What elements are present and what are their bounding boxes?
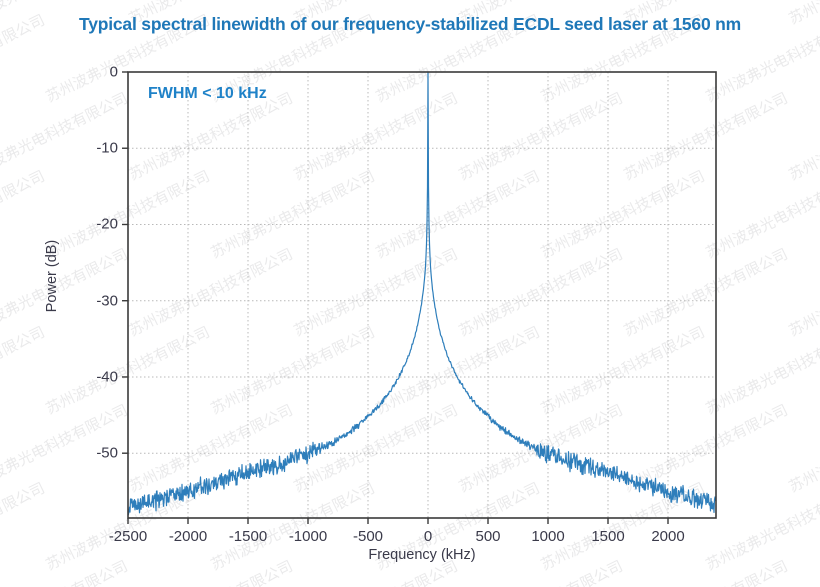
x-tick-3: -1000: [288, 528, 328, 545]
plot-frame: [127, 71, 717, 519]
y-tick-3: -30: [96, 292, 118, 310]
x-tick-0: -2500: [108, 528, 148, 545]
x-axis-label: Frequency (kHz): [368, 547, 476, 563]
x-tick-1: -2000: [168, 528, 208, 545]
x-tick-7: 1000: [531, 528, 565, 545]
y-tick-5: -50: [96, 444, 118, 462]
fwhm-annotation: FWHM < 10 kHz: [148, 85, 267, 102]
x-tick-6: 500: [475, 528, 501, 545]
x-tick-2: -1500: [228, 528, 268, 545]
x-tick-5: 0: [423, 528, 433, 545]
x-tick-8: 1500: [591, 528, 625, 545]
x-tick-4: -500: [352, 528, 384, 545]
y-tick-0: 0: [109, 63, 118, 81]
gridlines: [128, 72, 716, 518]
y-axis-label: Power (dB): [44, 239, 60, 313]
y-tick-2: -20: [96, 215, 118, 233]
y-tick-1: -10: [96, 139, 118, 157]
axis-ticks: [122, 71, 669, 524]
y-tick-4: -40: [96, 368, 118, 386]
x-tick-9: 2000: [651, 528, 685, 545]
data-curve: [127, 71, 717, 516]
chart-title: Typical spectral linewidth of our freque…: [79, 14, 741, 34]
